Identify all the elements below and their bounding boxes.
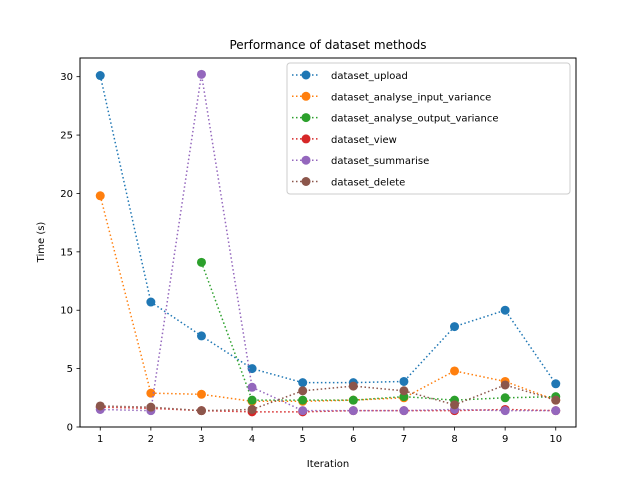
data-point: [500, 380, 510, 390]
data-point: [196, 389, 206, 399]
legend: dataset_upload dataset_analyse_input_vari…: [286, 62, 571, 195]
data-point: [196, 331, 206, 341]
axes-frame: [79, 57, 577, 428]
legend-entry: dataset_view: [292, 134, 397, 146]
y-axis: 0 5 10 15 20 25 30: [60, 72, 80, 434]
data-point: [500, 406, 510, 416]
x-tick-label: 2: [148, 434, 154, 445]
data-point: [146, 297, 156, 307]
x-tick-label: 1: [97, 434, 103, 445]
data-point: [551, 379, 561, 389]
x-tick-label: 9: [502, 434, 508, 445]
legend-entry: dataset_summarise: [292, 155, 429, 167]
data-point: [500, 393, 510, 403]
data-point: [247, 404, 257, 414]
data-point: [348, 381, 358, 391]
data-point: [95, 401, 105, 411]
data-point: [348, 395, 358, 405]
legend-entry: dataset_upload: [292, 70, 408, 82]
data-point: [399, 386, 409, 396]
y-tick-label: 5: [67, 364, 73, 375]
chart-title: Performance of dataset methods: [229, 38, 426, 52]
data-point: [196, 257, 206, 267]
legend-label: dataset_summarise: [331, 156, 429, 167]
data-point: [450, 366, 460, 376]
x-tick-label: 10: [549, 434, 562, 445]
series-dataset_summarise: [95, 69, 561, 416]
data-point: [450, 322, 460, 332]
legend-marker: [301, 113, 311, 123]
data-point: [196, 406, 206, 416]
legend-marker: [301, 177, 311, 186]
legend-marker: [301, 155, 311, 165]
x-axis: 1 2 3 4 5 6 7 8 9 10: [97, 427, 562, 445]
series-layer: [95, 69, 561, 417]
legend-marker: [301, 70, 311, 80]
y-tick-label: 25: [60, 131, 73, 142]
data-point: [247, 395, 257, 405]
legend-entry: dataset_analyse_output_variance: [292, 113, 499, 125]
series-dataset_delete: [95, 380, 561, 416]
data-point: [298, 395, 308, 405]
series-line: [99, 75, 557, 385]
data-point: [551, 406, 561, 416]
series-line: [99, 195, 557, 403]
x-tick-label: 3: [198, 434, 204, 445]
y-tick-label: 10: [60, 306, 73, 317]
data-point: [399, 406, 409, 416]
data-point: [298, 386, 308, 396]
data-point: [551, 395, 561, 405]
y-tick-label: 0: [67, 423, 73, 434]
plot-area: [79, 57, 577, 428]
legend-entry: dataset_analyse_input_variance: [292, 91, 491, 103]
data-point: [500, 305, 510, 315]
data-point: [146, 388, 156, 398]
data-point: [247, 382, 257, 392]
x-tick-label: 4: [249, 434, 255, 445]
data-point: [399, 376, 409, 386]
data-point: [298, 406, 308, 416]
data-point: [247, 364, 257, 374]
y-tick-label: 15: [60, 247, 73, 258]
legend-marker: [301, 134, 311, 144]
legend-entry: dataset_delete: [292, 177, 405, 189]
series-line: [100, 74, 556, 412]
legend-frame: [286, 62, 571, 195]
legend-label: dataset_view: [331, 135, 397, 146]
legend-label: dataset_delete: [331, 178, 405, 189]
series-line: [200, 262, 556, 401]
legend-marker: [301, 91, 311, 101]
data-point: [95, 191, 105, 201]
data-point: [298, 378, 308, 388]
y-tick-label: 30: [60, 72, 73, 83]
y-tick-label: 20: [60, 189, 73, 200]
x-tick-label: 8: [451, 434, 457, 445]
data-point: [348, 406, 358, 416]
data-point: [146, 402, 156, 412]
x-tick-label: 7: [401, 434, 407, 445]
data-point: [196, 69, 206, 79]
x-axis-label: Iteration: [307, 459, 349, 470]
x-tick-label: 5: [300, 434, 306, 445]
x-tick-label: 6: [350, 434, 356, 445]
legend-label: dataset_analyse_output_variance: [331, 114, 499, 125]
legend-label: dataset_upload: [331, 71, 408, 82]
series-dataset_analyse_output_variance: [196, 257, 561, 405]
y-axis-label: Time (s): [36, 222, 47, 264]
data-point: [450, 400, 460, 410]
legend-label: dataset_analyse_input_variance: [331, 92, 491, 103]
data-point: [95, 71, 105, 81]
